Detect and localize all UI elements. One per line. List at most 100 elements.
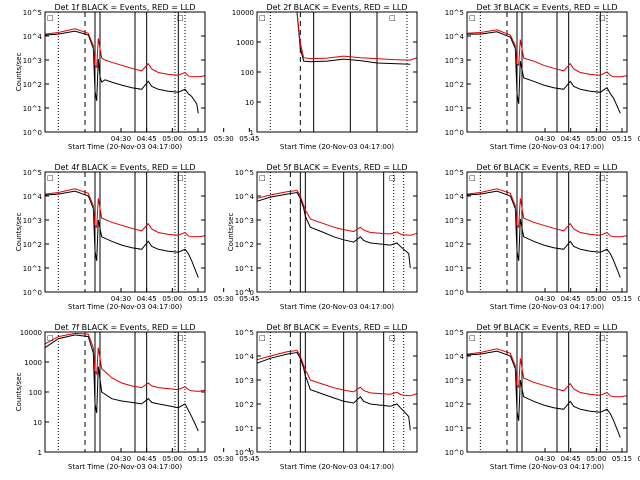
ytick-label: 10^5 — [445, 9, 464, 17]
y-axis-label: Counts/sec — [227, 213, 235, 252]
ytick-label: 10^5 — [23, 9, 42, 17]
x-axis-label: Start Time (20-Nov-03 04:17:00) — [68, 303, 182, 311]
x-axis-label: Start Time (20-Nov-03 04:17:00) — [68, 463, 182, 471]
xtick-label: 05:30 — [214, 455, 234, 463]
bracket-label-right: □ — [599, 334, 606, 342]
xtick-label: 04:45 — [561, 455, 581, 463]
ytick-label: 10^3 — [23, 57, 42, 65]
xtick-label: 05:15 — [188, 295, 208, 303]
bracket-label-left: □ — [47, 334, 54, 342]
xtick-label: 05:30 — [638, 295, 640, 303]
series-lld-line — [44, 188, 206, 238]
bracket-label-right: □ — [177, 334, 184, 342]
ytick-label: 10^4 — [445, 193, 465, 201]
xtick-label: 05:15 — [188, 135, 208, 143]
ytick-label: 10^4 — [445, 33, 465, 41]
bracket-label-left: □ — [259, 14, 266, 22]
panel-9: □ □Det 9f BLACK = Events, RED = LLD10^010… — [445, 323, 628, 471]
ytick-label: 10^1 — [235, 265, 254, 273]
series-events-line — [257, 11, 411, 65]
xtick-label: 05:00 — [162, 135, 182, 143]
bracket-label-right: □ — [389, 174, 396, 182]
bracket-label-left: □ — [47, 14, 54, 22]
ytick-label: 10^3 — [445, 57, 464, 65]
ytick-label: 10^1 — [445, 105, 464, 113]
xtick-label: 05:45 — [239, 455, 259, 463]
ytick-label: 10 — [245, 99, 254, 107]
bracket-label-left: □ — [469, 334, 476, 342]
xtick-label: 05:15 — [612, 455, 632, 463]
ytick-label: 10^4 — [445, 353, 465, 361]
ytick-label: 10^4 — [23, 193, 43, 201]
panel-title: Det 4f BLACK = Events, RED = LLD — [54, 163, 195, 172]
bracket-label-right: □ — [177, 174, 184, 182]
ytick-label: 10^2 — [23, 241, 42, 249]
x-axis-label: Start Time (20-Nov-03 04:17:00) — [280, 303, 394, 311]
xtick-label: 04:45 — [561, 135, 581, 143]
xtick-label: 05:15 — [612, 135, 632, 143]
series-lld-line — [44, 28, 206, 78]
ytick-label: 10^5 — [23, 169, 42, 177]
xtick-label: 04:45 — [137, 135, 157, 143]
ytick-label: 10 — [33, 419, 42, 427]
bracket-label-right: □ — [389, 14, 396, 22]
ytick-label: 10^0 — [23, 289, 42, 297]
bracket-label-right: □ — [177, 14, 184, 22]
xtick-label: 05:00 — [586, 455, 606, 463]
plot-frame — [44, 11, 206, 133]
series-events-line — [466, 350, 621, 438]
xtick-label: 04:30 — [535, 295, 555, 303]
ytick-label: 10^5 — [235, 329, 254, 337]
xtick-label: 05:15 — [612, 295, 632, 303]
x-axis-label: Start Time (20-Nov-03 04:17:00) — [490, 303, 604, 311]
ytick-label: 10^3 — [445, 217, 464, 225]
xtick-label: 05:00 — [162, 295, 182, 303]
series-events-line — [44, 190, 199, 278]
series-events-line — [466, 190, 621, 278]
panel-6: □ □Det 6f BLACK = Events, RED = LLD10^010… — [445, 163, 628, 311]
plot-frame — [256, 171, 418, 293]
ytick-label: 10^1 — [235, 425, 254, 433]
x-axis-label: Start Time (20-Nov-03 04:17:00) — [68, 143, 182, 151]
xtick-label: 05:30 — [214, 135, 234, 143]
ytick-label: 10^2 — [235, 401, 254, 409]
xtick-label: 05:30 — [638, 455, 640, 463]
series-lld-line — [256, 349, 418, 397]
ytick-label: 1000 — [236, 39, 254, 47]
panel-title: Det 8f BLACK = Events, RED = LLD — [266, 323, 407, 332]
bracket-label-left: □ — [259, 334, 266, 342]
xtick-label: 04:45 — [137, 295, 157, 303]
bracket-label-right: □ — [389, 334, 396, 342]
ytick-label: 10^3 — [23, 217, 42, 225]
ytick-label: 10^2 — [445, 241, 464, 249]
y-axis-label: Counts/sec — [15, 53, 23, 92]
series-lld-line — [256, 189, 418, 236]
ytick-label: 10^2 — [445, 401, 464, 409]
ytick-label: 100 — [29, 389, 42, 397]
ytick-label: 10^3 — [235, 377, 254, 385]
panel-1: □ □Det 1f BLACK = Events, RED = LLD10^010… — [15, 3, 259, 151]
bracket-label-left: □ — [259, 174, 266, 182]
x-axis-label: Start Time (20-Nov-03 04:17:00) — [280, 143, 394, 151]
y-axis-label: Counts/sec — [15, 213, 23, 252]
bracket-label-left: □ — [469, 174, 476, 182]
ytick-label: 10^4 — [235, 353, 255, 361]
series-events-line — [256, 191, 411, 269]
xtick-label: 05:00 — [162, 455, 182, 463]
panel-title: Det 2f BLACK = Events, RED = LLD — [266, 3, 407, 12]
x-axis-label: Start Time (20-Nov-03 04:17:00) — [490, 463, 604, 471]
ytick-label: 10000 — [232, 9, 254, 17]
xtick-label: 05:45 — [239, 135, 259, 143]
bracket-label-left: □ — [47, 174, 54, 182]
bracket-label-right: □ — [599, 14, 606, 22]
bracket-label-left: □ — [469, 14, 476, 22]
xtick-label: 05:00 — [586, 135, 606, 143]
xtick-label: 04:30 — [111, 135, 131, 143]
xtick-label: 04:30 — [535, 455, 555, 463]
xtick-label: 04:45 — [137, 455, 157, 463]
panel-title: Det 1f BLACK = Events, RED = LLD — [54, 3, 195, 12]
panel-title: Det 5f BLACK = Events, RED = LLD — [266, 163, 407, 172]
series-lld-line — [466, 29, 628, 78]
ytick-label: 10^0 — [445, 129, 464, 137]
series-events-line — [44, 334, 199, 432]
